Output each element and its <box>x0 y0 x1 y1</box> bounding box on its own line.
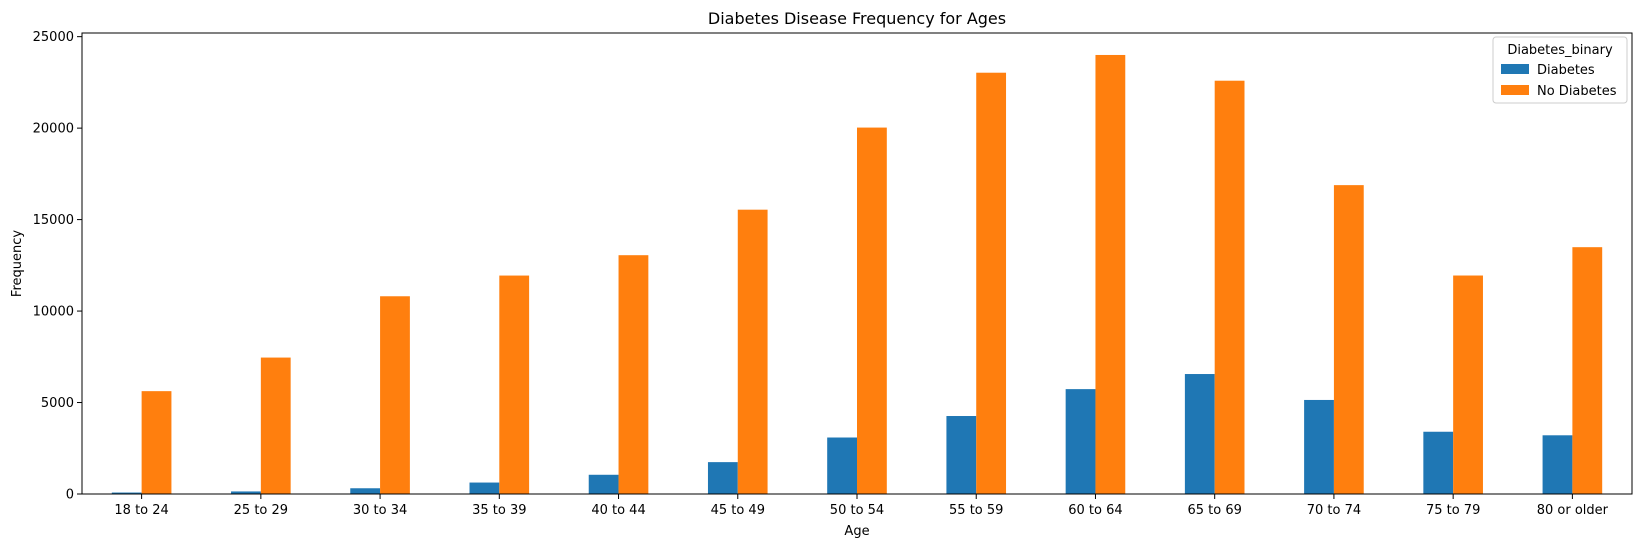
x-tick-label: 25 to 29 <box>234 503 288 518</box>
y-axis-ticks: 0 5000 10000 15000 20000 25000 <box>33 30 82 503</box>
bar-diabetes <box>946 416 977 494</box>
bar-diabetes <box>469 482 500 494</box>
bar-diabetes <box>1423 431 1454 494</box>
bar-no-diabetes <box>499 275 530 494</box>
x-axis-ticks: 18 to 24 25 to 29 30 to 34 35 to 39 40 to 44… <box>114 494 1609 518</box>
bar-no-diabetes <box>141 391 172 494</box>
bar-no-diabetes <box>380 296 410 494</box>
bar-diabetes <box>111 492 142 494</box>
y-axis-label: Frequency <box>10 230 25 297</box>
bar-no-diabetes <box>260 357 291 494</box>
plot-frame <box>81 32 1633 495</box>
x-tick-label: 18 to 24 <box>114 503 168 518</box>
chart-title: Diabetes Disease Frequency for Ages <box>708 9 1006 28</box>
bar-diabetes <box>1304 399 1334 494</box>
bar-no-diabetes <box>1572 247 1603 494</box>
bar-no-diabetes <box>737 209 768 494</box>
bar-no-diabetes <box>1214 80 1245 494</box>
x-tick-label: 55 to 59 <box>949 503 1003 518</box>
y-tick-label: 10000 <box>33 305 74 320</box>
y-tick-label: 5000 <box>41 396 74 411</box>
bar-no-diabetes <box>1095 54 1126 495</box>
x-tick-label: 60 to 64 <box>1068 503 1122 518</box>
bar-no-diabetes <box>618 255 649 494</box>
bar-diabetes <box>1065 389 1096 494</box>
legend-items: Diabetes No Diabetes <box>1501 63 1617 99</box>
legend-swatch <box>1501 85 1529 95</box>
x-tick-label: 40 to 44 <box>591 503 645 518</box>
bars <box>111 54 1603 495</box>
legend-swatch <box>1501 64 1529 74</box>
y-tick-label: 20000 <box>33 122 74 137</box>
y-tick-label: 0 <box>66 488 74 503</box>
x-tick-label: 35 to 39 <box>472 503 526 518</box>
x-tick-label: 70 to 74 <box>1307 503 1361 518</box>
legend: Diabetes_binary Diabetes No Diabetes <box>1492 36 1628 104</box>
y-tick-label: 25000 <box>33 30 74 45</box>
bar-no-diabetes <box>1333 185 1364 494</box>
x-tick-label: 30 to 34 <box>353 503 407 518</box>
x-axis-label: Age <box>844 524 869 539</box>
x-tick-label: 45 to 49 <box>711 503 765 518</box>
bar-diabetes <box>1542 435 1573 494</box>
legend-label: Diabetes <box>1537 63 1595 78</box>
bar-diabetes <box>707 462 738 494</box>
legend-label: No Diabetes <box>1537 84 1617 99</box>
bar-diabetes <box>827 437 857 494</box>
bar-no-diabetes <box>857 127 887 494</box>
bar-no-diabetes <box>1453 275 1483 494</box>
bar-no-diabetes <box>976 72 1007 494</box>
y-tick-label: 15000 <box>33 213 74 228</box>
bar-diabetes <box>231 491 261 494</box>
x-tick-label: 50 to 54 <box>830 503 884 518</box>
x-tick-label: 65 to 69 <box>1187 503 1241 518</box>
bar-diabetes <box>588 474 619 494</box>
bar-diabetes <box>1184 374 1215 494</box>
legend-title: Diabetes_binary <box>1507 43 1613 58</box>
x-tick-label: 75 to 79 <box>1426 503 1480 518</box>
x-tick-label: 80 or older <box>1537 503 1609 518</box>
bar-diabetes <box>350 488 381 494</box>
